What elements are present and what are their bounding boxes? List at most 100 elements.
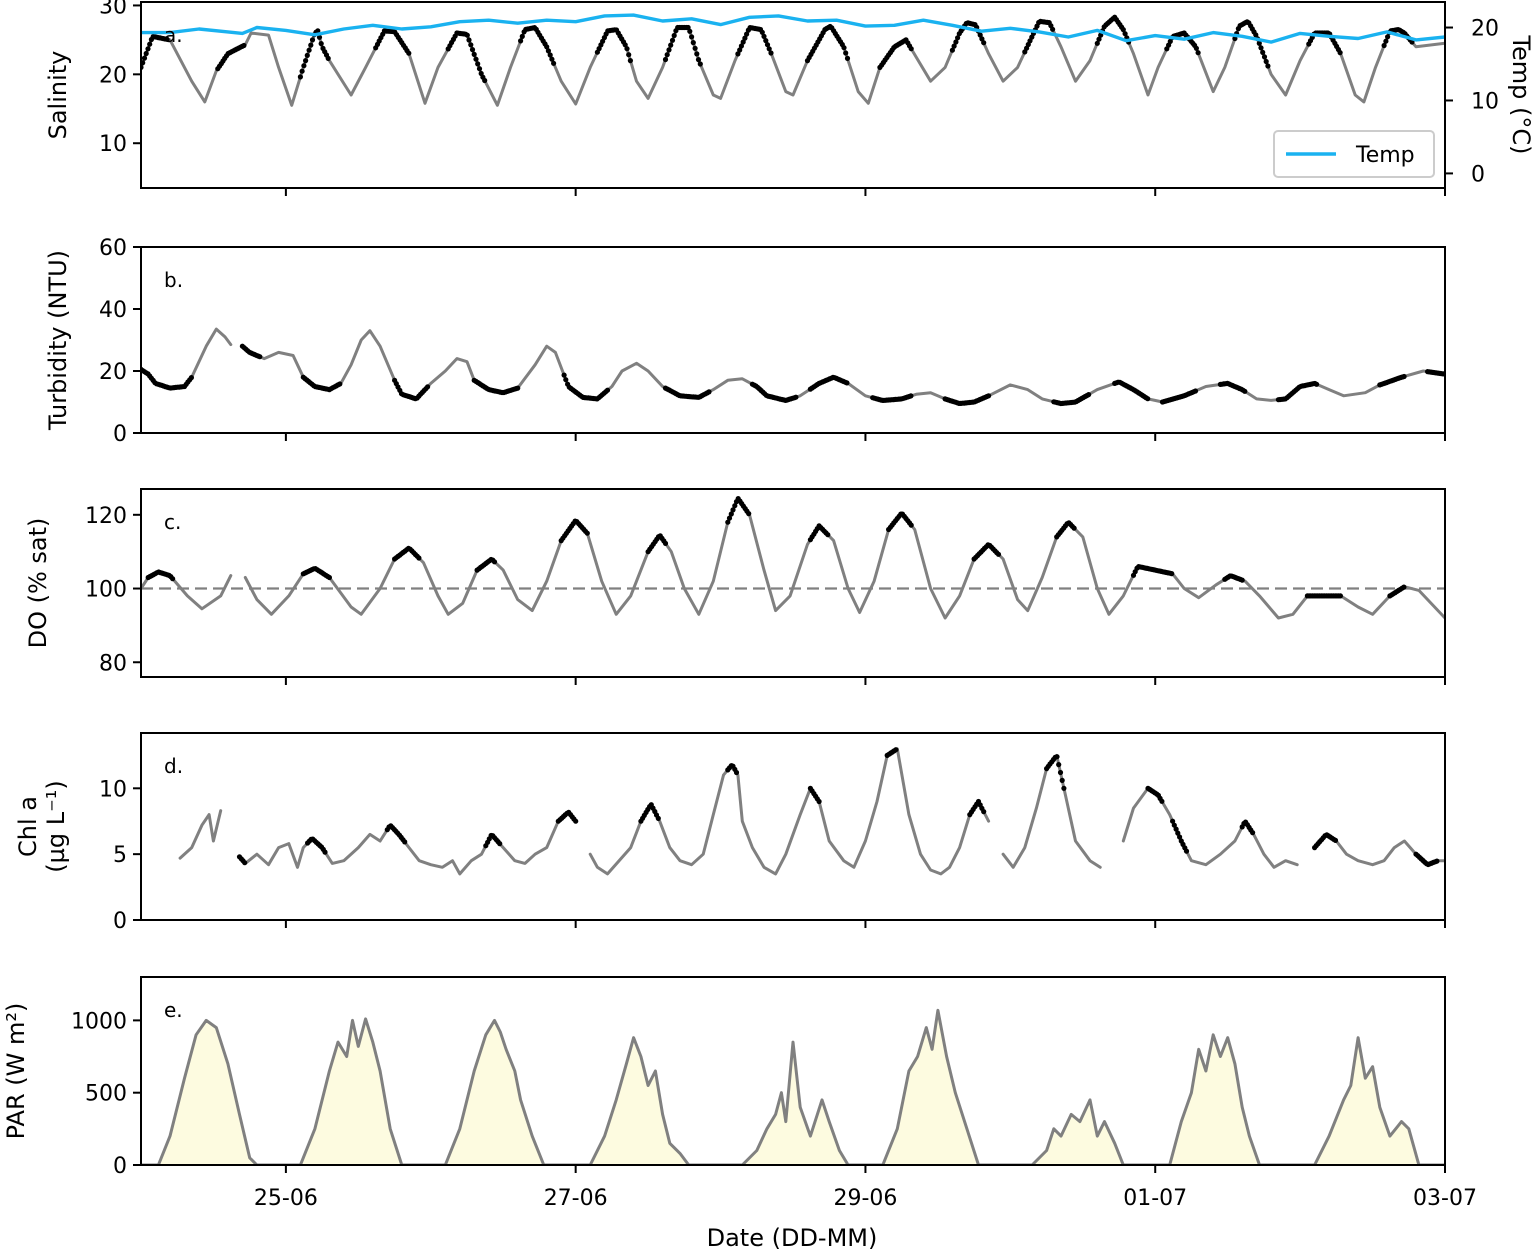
flagged-point — [425, 384, 431, 390]
flagged-point — [844, 55, 851, 62]
flagged-point — [1094, 40, 1100, 46]
flagged-point — [475, 61, 481, 67]
flagged-point — [1169, 571, 1175, 577]
y-tick-label: 80 — [99, 651, 127, 676]
flagged-point — [299, 68, 305, 74]
flagged-point — [164, 36, 170, 42]
flagged-point — [1061, 785, 1067, 791]
flagged-point — [473, 56, 479, 62]
flagged-point — [908, 393, 914, 399]
flagged-point — [147, 41, 153, 47]
flagged-point — [746, 510, 752, 517]
plot-area — [141, 496, 1445, 620]
flagged-point — [1250, 830, 1256, 836]
flagged-point — [584, 530, 590, 536]
flagged-point — [1171, 822, 1177, 828]
flagged-point — [662, 540, 669, 547]
x-axis-label: Date (DD-MM) — [707, 1224, 878, 1252]
par-area-fill — [141, 1010, 1445, 1165]
temp-series-line — [141, 13, 1445, 44]
flagged-point — [1195, 50, 1201, 56]
flagged-point — [706, 389, 712, 395]
flagged-point — [466, 37, 472, 43]
flagged-point — [188, 375, 194, 381]
flagged-point — [304, 52, 310, 59]
flagged-point — [953, 39, 959, 45]
flagged-point — [728, 511, 734, 517]
secondary-y-tick-label: 0 — [1471, 162, 1485, 187]
x-tick-label: 01-07 — [1123, 1186, 1187, 1211]
flagged-point — [1054, 754, 1060, 760]
flagged-point — [1401, 373, 1407, 380]
flagged-point — [519, 33, 525, 40]
y-tick-label: 500 — [85, 1082, 127, 1107]
flagged-point — [1337, 593, 1343, 599]
flagged-point — [416, 555, 422, 561]
flagged-point — [297, 74, 303, 80]
flagged-point — [604, 387, 611, 393]
flagged-point — [742, 35, 748, 41]
legend-entry-temp: Temp — [1355, 143, 1415, 168]
flagged-point — [518, 38, 524, 44]
y-tick-label: 10 — [99, 777, 127, 802]
flagged-point — [545, 48, 552, 54]
flagged-point — [547, 52, 553, 58]
flagged-point — [624, 46, 630, 52]
flagged-point — [738, 43, 745, 49]
flagged-point — [793, 394, 799, 400]
chl-a-series-line — [1001, 753, 1102, 869]
y-tick-label: 0 — [113, 909, 127, 934]
y-tick-label: 100 — [85, 578, 127, 603]
flagged-point — [733, 769, 740, 776]
flagged-point — [664, 52, 670, 58]
plot-area — [141, 327, 1445, 407]
flagged-point — [844, 380, 850, 386]
flagged-point — [257, 354, 263, 360]
flagged-point — [744, 31, 750, 37]
flagged-point — [241, 42, 247, 49]
flagged-point — [761, 33, 767, 40]
flagged-point — [1071, 525, 1077, 531]
flagged-point — [309, 37, 316, 43]
axes-frame — [140, 246, 1446, 434]
y-axis-label: (µg L⁻¹) — [42, 780, 70, 873]
flagged-point — [662, 56, 669, 63]
flagged-point — [551, 60, 557, 66]
flagged-point — [402, 839, 408, 845]
flagged-point — [816, 798, 822, 805]
flagged-point — [1120, 27, 1126, 33]
x-tick-label: 25-06 — [254, 1186, 318, 1211]
flagged-point — [692, 45, 698, 51]
flagged-point — [1383, 38, 1389, 44]
x-tick-label: 27-06 — [544, 1186, 608, 1211]
flagged-point — [1059, 777, 1065, 784]
flagged-point — [1314, 381, 1320, 387]
flagged-point — [337, 381, 343, 387]
flagged-point — [655, 815, 661, 822]
flagged-point — [1193, 45, 1199, 51]
flagged-point — [322, 849, 328, 855]
flagged-point — [725, 519, 731, 525]
y-axis-label: PAR (W m²) — [2, 1003, 30, 1140]
flagged-point — [143, 50, 149, 57]
panel-letter: d. — [164, 754, 183, 778]
panel-b: 0 20 40 60 Turbidity (NTU) b. — [44, 236, 1446, 447]
plot-area — [141, 13, 1445, 107]
flagged-point — [318, 41, 324, 47]
y-tick-label: 30 — [99, 0, 127, 19]
flagged-point — [825, 532, 831, 538]
flagged-point — [141, 55, 148, 61]
flagged-point — [497, 841, 503, 847]
flagged-point — [843, 50, 849, 56]
flagged-point — [1183, 848, 1190, 854]
flagged-point — [735, 51, 741, 57]
flagged-point — [995, 551, 1002, 557]
flagged-point — [955, 35, 961, 41]
flagged-point — [977, 32, 983, 38]
y-tick-label: 5 — [113, 843, 127, 868]
plot-area — [178, 747, 1445, 876]
secondary-y-tick-label: 10 — [1471, 89, 1499, 114]
flagged-point — [1170, 818, 1176, 824]
y-axis-label: DO (% sat) — [24, 518, 52, 649]
